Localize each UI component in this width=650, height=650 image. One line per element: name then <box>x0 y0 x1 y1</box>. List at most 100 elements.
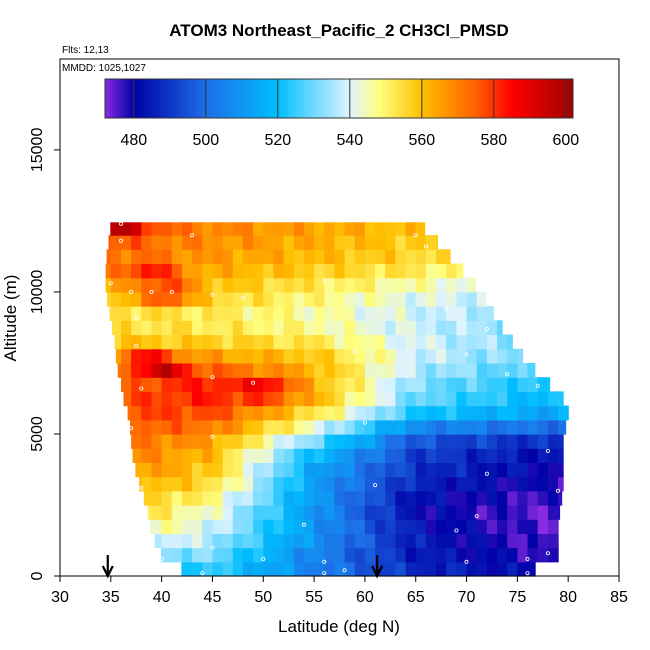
sample-point <box>464 352 469 357</box>
heatmap-cell <box>375 505 386 520</box>
colorbar-segment <box>413 79 418 118</box>
heatmap-cell <box>527 490 539 506</box>
heatmap-cell <box>415 291 427 307</box>
heatmap-cell <box>415 476 427 492</box>
heatmap-cell <box>293 561 305 577</box>
heatmap-cell <box>436 505 447 520</box>
heatmap-cell <box>436 434 447 449</box>
heatmap-cell <box>232 320 244 336</box>
sample-point <box>444 306 449 311</box>
heatmap-cell <box>558 462 564 478</box>
heatmap-cell <box>405 533 417 549</box>
colorbar-segment <box>483 79 488 118</box>
heatmap-cell <box>222 363 234 378</box>
heatmap-cell <box>222 448 234 463</box>
colorbar-segment <box>206 79 211 118</box>
heatmap-cell <box>303 263 315 279</box>
colorbar-segment <box>522 79 527 118</box>
heatmap-cell <box>212 490 224 506</box>
heatmap-cell <box>466 448 478 463</box>
heatmap-cell <box>354 263 366 279</box>
heatmap-cell <box>131 363 142 378</box>
colorbar-segment <box>225 79 231 118</box>
heatmap-cell <box>161 448 173 463</box>
heatmap-cell <box>466 462 478 478</box>
heatmap-cell <box>182 476 193 492</box>
colorbar-segment <box>346 79 352 118</box>
heatmap-cell <box>334 263 346 279</box>
heatmap-cell <box>212 377 224 392</box>
heatmap-cell <box>242 448 254 463</box>
heatmap-cell <box>141 306 153 321</box>
heatmap-cell <box>202 561 214 577</box>
heatmap-cell <box>415 405 427 421</box>
heatmap-cell <box>324 320 336 336</box>
heatmap-cell <box>242 419 254 435</box>
heatmap-cell <box>486 348 498 364</box>
colorbar-segment <box>569 79 574 118</box>
heatmap-cell <box>110 277 122 293</box>
heatmap-cell <box>446 249 451 265</box>
heatmap-cell <box>466 533 478 549</box>
heatmap-cell <box>405 222 417 236</box>
heatmap-cell <box>415 434 427 449</box>
heatmap-cell <box>456 434 468 449</box>
heatmap-cell <box>131 277 142 293</box>
colorbar-segment <box>452 79 457 118</box>
heatmap-cell <box>507 448 518 463</box>
heatmap-cell <box>112 320 122 336</box>
heatmap-cell <box>415 334 427 350</box>
heatmap-cell <box>324 561 336 577</box>
heatmap-cell <box>253 277 264 293</box>
heatmap-cell <box>456 306 468 321</box>
heatmap-cell <box>263 405 275 421</box>
heatmap-cell <box>222 505 234 520</box>
colorbar-segment <box>214 79 219 118</box>
heatmap-cell <box>293 348 305 364</box>
x-tick-label: 30 <box>51 589 69 606</box>
heatmap-cell <box>143 490 152 506</box>
heatmap-cell <box>466 519 478 534</box>
colorbar-segment <box>272 79 278 118</box>
heatmap-cell <box>242 476 254 492</box>
colorbar-segment <box>401 79 406 118</box>
heatmap-cell <box>537 505 549 520</box>
heatmap-cell <box>131 320 142 336</box>
heatmap-cell <box>314 561 325 577</box>
heatmap-cell <box>150 519 153 534</box>
sample-point <box>139 386 144 391</box>
colorbar-segment <box>335 79 340 118</box>
colorbar-segment <box>420 79 426 118</box>
colorbar-segment <box>249 79 254 118</box>
heatmap-cell <box>507 547 518 563</box>
colorbar-segment <box>549 79 554 118</box>
heatmap-cell <box>109 306 112 321</box>
heatmap-cell <box>314 263 325 279</box>
heatmap-cell <box>192 533 203 549</box>
heatmap-cell <box>171 405 183 421</box>
heatmap-cell <box>263 533 275 549</box>
heatmap-cell <box>314 235 325 250</box>
sample-point <box>322 278 327 283</box>
colorbar-segment <box>198 79 203 118</box>
heatmap-cell <box>395 222 407 236</box>
colorbar-segment <box>526 79 531 118</box>
heatmap-cell <box>344 249 356 265</box>
heatmap-cell <box>161 419 173 435</box>
heatmap-cell <box>476 547 488 563</box>
heatmap-cell <box>263 448 275 463</box>
colorbar-segment <box>537 79 543 118</box>
heatmap-cell <box>436 547 447 563</box>
heatmap-cell <box>395 277 407 293</box>
heatmap-cell <box>314 334 325 350</box>
heatmap-cell <box>171 306 183 321</box>
heatmap-cell <box>154 533 163 549</box>
heatmap-cell <box>171 277 183 293</box>
heatmap-cell <box>395 363 407 378</box>
sample-point <box>525 571 530 576</box>
heatmap-cell <box>303 277 315 293</box>
heatmap-cell <box>303 235 315 250</box>
heatmap-cell <box>263 222 275 236</box>
heatmap-cell <box>202 291 214 307</box>
